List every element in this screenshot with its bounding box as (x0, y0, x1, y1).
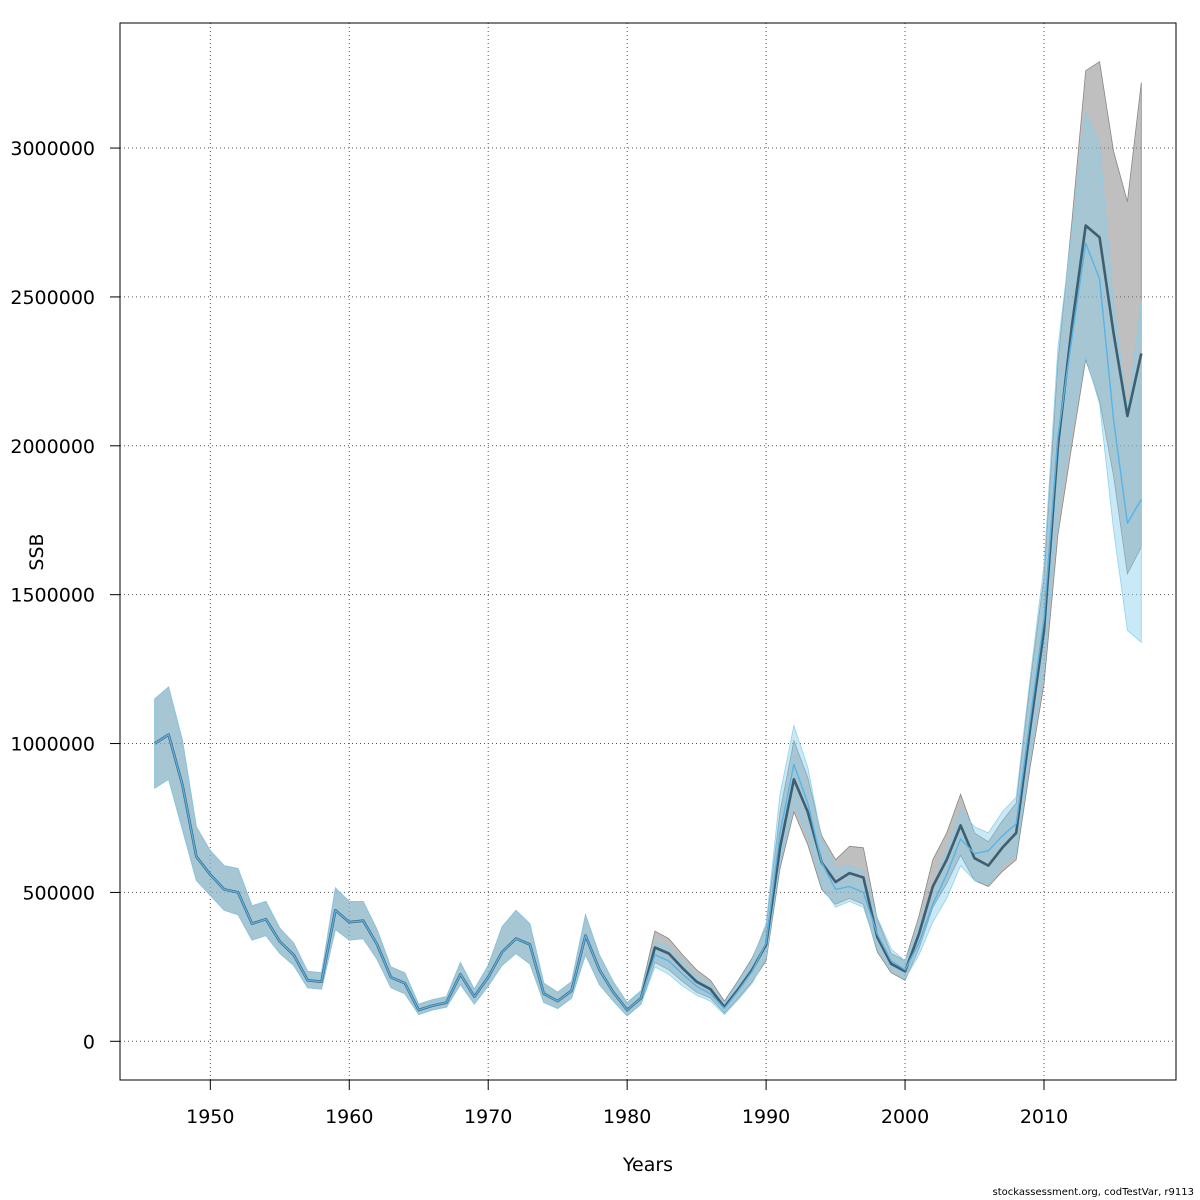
y-tick-label-0: 0 (83, 1031, 95, 1053)
y-tick-label-3: 1500000 (10, 585, 95, 607)
x-axis-title: Years (622, 1154, 673, 1176)
x-tick-label-5: 2000 (881, 1106, 929, 1128)
y-tick-label-2: 1000000 (10, 734, 95, 756)
footer-credit: stockassessment.org, codTestVar, r9113 (992, 1187, 1194, 1198)
x-tick-label-2: 1970 (464, 1106, 512, 1128)
x-tick-label-4: 1990 (742, 1106, 790, 1128)
y-tick-label-6: 3000000 (10, 138, 95, 160)
x-tick-label-1: 1960 (325, 1106, 373, 1128)
series-line-1 (154, 242, 1142, 1011)
grid-lines (120, 23, 1176, 1080)
y-axis: 0 500000 1000000 1500000 2000000 2500000 30000… (10, 138, 120, 1053)
y-axis-title: SSB (26, 533, 48, 570)
y-tick-label-4: 2000000 (10, 436, 95, 458)
y-tick-label-5: 2500000 (10, 287, 95, 309)
x-tick-label-3: 1980 (603, 1106, 651, 1128)
plot-frame (119, 22, 1177, 1081)
confidence-band-1 (154, 110, 1142, 1017)
x-axis: 1950 1960 1970 1980 1990 2000 2010 (186, 1080, 1068, 1128)
series-lines (153, 224, 1143, 1012)
x-tick-label-0: 1950 (186, 1106, 234, 1128)
y-tick-label-1: 500000 (22, 882, 95, 904)
x-tick-label-6: 2010 (1020, 1106, 1068, 1128)
confidence-bands (154, 61, 1142, 1017)
